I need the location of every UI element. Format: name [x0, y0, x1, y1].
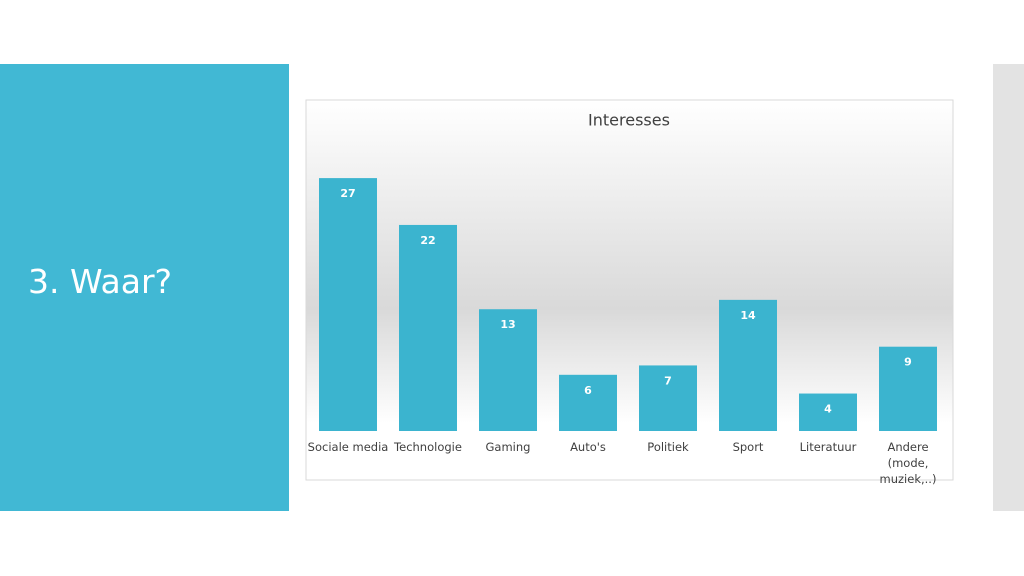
data-label: 4	[824, 403, 832, 416]
x-tick-label: Sociale media	[307, 440, 389, 454]
x-tick-label: Andere (mode, muziek,..)	[879, 440, 937, 486]
side-panel	[0, 64, 289, 511]
x-tick-label: Literatuur	[799, 440, 857, 454]
chart-title: Interesses	[588, 111, 670, 130]
data-label: 13	[500, 318, 515, 331]
slide-title: 3. Waar?	[28, 262, 173, 301]
x-tick-label: Sport	[732, 440, 764, 454]
bar	[719, 299, 777, 431]
data-label: 27	[340, 187, 355, 200]
bar	[879, 346, 937, 431]
bar	[559, 374, 617, 431]
bar	[479, 309, 537, 431]
data-label: 14	[740, 309, 756, 322]
bar	[319, 178, 377, 431]
side-strip	[993, 64, 1024, 511]
data-label: 9	[904, 356, 912, 369]
x-tick-label: Politiek	[647, 440, 689, 454]
bar	[639, 365, 697, 431]
x-tick-label: Technologie	[394, 440, 462, 454]
x-tick-label: Auto's	[570, 440, 606, 454]
data-label: 22	[420, 234, 435, 247]
data-label: 7	[664, 374, 672, 387]
x-tick-label: Gaming	[485, 440, 531, 454]
bar	[399, 224, 457, 431]
bar	[799, 393, 857, 431]
data-label: 6	[584, 384, 592, 397]
